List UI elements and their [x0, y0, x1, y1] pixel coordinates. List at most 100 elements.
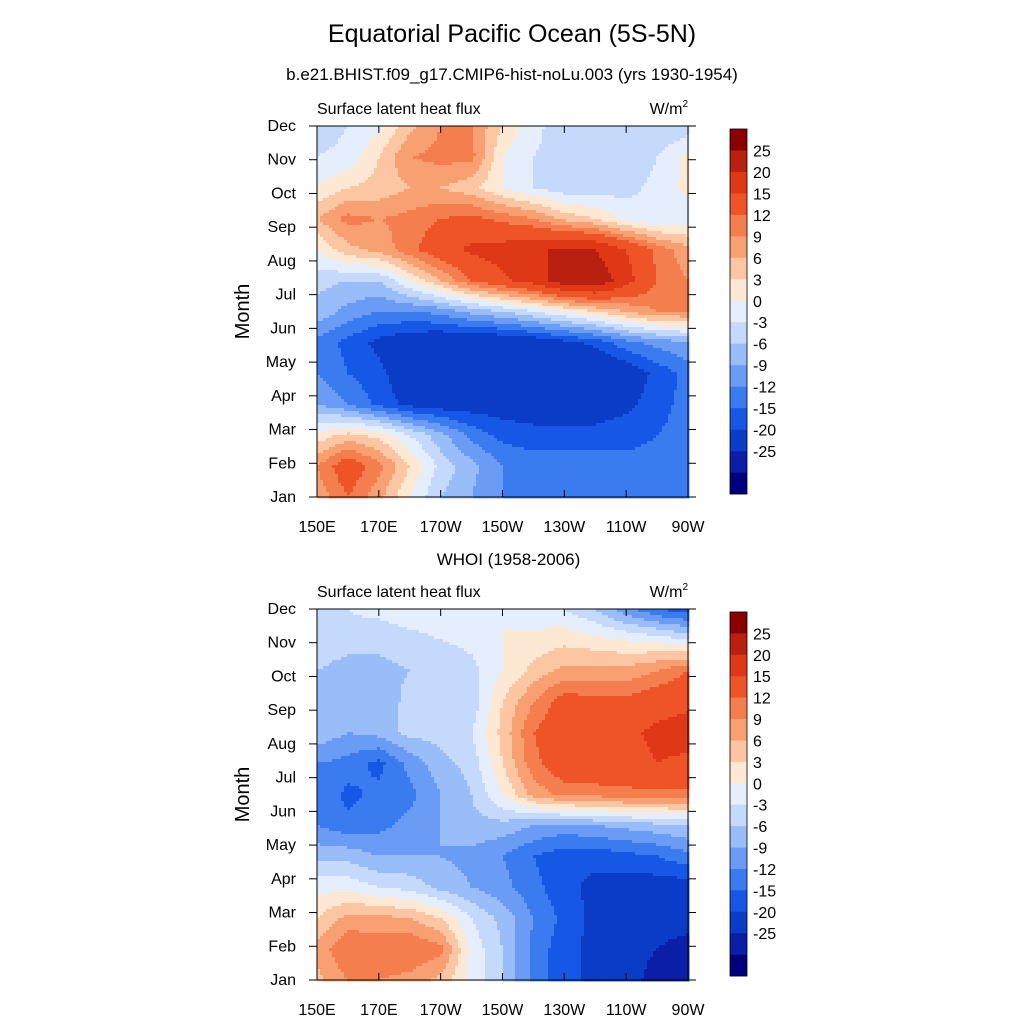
contour-cell — [467, 231, 471, 235]
contour-cell — [545, 168, 549, 172]
contour-cell — [335, 159, 339, 163]
contour-cell — [599, 156, 603, 160]
contour-cell — [485, 141, 489, 145]
contour-cell — [509, 228, 513, 232]
contour-cell — [677, 204, 681, 208]
contour-cell — [545, 132, 549, 136]
contour-cell — [563, 237, 567, 241]
contour-cell — [629, 150, 633, 154]
contour-cell — [503, 237, 507, 241]
contour-cell — [620, 159, 624, 163]
contour-cell — [401, 159, 405, 163]
contour-cell — [647, 180, 651, 184]
contour-cell — [482, 237, 486, 241]
contour-cell — [443, 228, 447, 232]
contour-cell — [677, 138, 681, 142]
contour-cell — [392, 246, 396, 250]
contour-cell — [644, 135, 648, 139]
contour-cell — [356, 135, 360, 139]
contour-cell — [563, 204, 567, 208]
contour-cell — [584, 159, 588, 163]
contour-cell — [506, 165, 510, 169]
contour-cell — [473, 183, 477, 187]
contour-cell — [590, 210, 594, 214]
contour-cell — [656, 186, 660, 190]
contour-cell — [392, 243, 396, 247]
contour-cell — [323, 144, 327, 148]
contour-cell — [491, 231, 495, 235]
contour-cell — [566, 132, 570, 136]
contour-cell — [425, 135, 429, 139]
contour-cell — [383, 159, 387, 163]
contour-cell — [467, 234, 471, 238]
contour-cell — [584, 180, 588, 184]
contour-cell — [374, 243, 378, 247]
contour-cell — [632, 135, 636, 139]
contour-cell — [506, 156, 510, 160]
contour-cell — [668, 192, 672, 196]
contour-cell — [353, 126, 357, 130]
contour-cell — [494, 201, 498, 205]
contour-cell — [536, 216, 540, 220]
contour-cell — [452, 144, 456, 148]
contour-cell — [596, 192, 600, 196]
contour-cell — [599, 150, 603, 154]
contour-cell — [365, 141, 369, 145]
contour-cell — [356, 207, 360, 211]
contour-cell — [326, 150, 330, 154]
contour-cell — [641, 219, 645, 223]
contour-cell — [323, 216, 327, 220]
contour-cell — [515, 225, 519, 229]
contour-cell — [473, 129, 477, 133]
contour-cell — [395, 222, 399, 226]
contour-cell — [578, 186, 582, 190]
contour-cell — [401, 129, 405, 133]
contour-cell — [371, 132, 375, 136]
contour-cell — [677, 228, 681, 232]
contour-cell — [329, 246, 333, 250]
contour-cell — [473, 171, 477, 175]
contour-cell — [563, 228, 567, 232]
contour-cell — [620, 243, 624, 247]
contour-cell — [533, 183, 537, 187]
contour-cell — [434, 144, 438, 148]
contour-cell — [545, 201, 549, 205]
contour-cell — [422, 168, 426, 172]
contour-cell — [647, 144, 651, 148]
contour-cell — [368, 198, 372, 202]
contour-cell — [494, 138, 498, 142]
contour-cell — [605, 234, 609, 238]
contour-cell — [623, 243, 627, 247]
contour-cell — [659, 159, 663, 163]
contour-cell — [515, 228, 519, 232]
contour-cell — [665, 228, 669, 232]
contour-cell — [332, 135, 336, 139]
contour-cell — [437, 144, 441, 148]
contour-cell — [356, 183, 360, 187]
contour-cell — [500, 210, 504, 214]
contour-cell — [482, 153, 486, 157]
contour-cell — [554, 168, 558, 172]
contour-cell — [368, 210, 372, 214]
contour-cell — [404, 132, 408, 136]
contour-cell — [599, 165, 603, 169]
contour-cell — [344, 222, 348, 226]
contour-cell — [500, 219, 504, 223]
contour-cell — [644, 213, 648, 217]
contour-cell — [503, 186, 507, 190]
contour-cell — [464, 201, 468, 205]
contour-cell — [674, 153, 678, 157]
contour-cell — [626, 189, 630, 193]
contour-cell — [401, 165, 405, 169]
contour-cell — [584, 186, 588, 190]
contour-cell — [473, 150, 477, 154]
contour-cell — [608, 126, 612, 130]
contour-cell — [683, 195, 687, 199]
contour-cell — [455, 198, 459, 202]
contour-cell — [398, 132, 402, 136]
contour-cell — [656, 150, 660, 154]
contour-cell — [638, 210, 642, 214]
contour-cell — [638, 138, 642, 142]
contour-cell — [479, 180, 483, 184]
contour-cell — [584, 129, 588, 133]
